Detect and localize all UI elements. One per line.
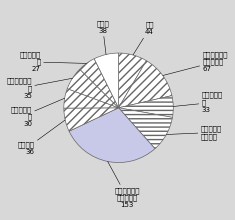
Text: 電気機械・器
具
35: 電気機械・器 具 35 xyxy=(7,78,72,99)
Wedge shape xyxy=(80,59,118,108)
Wedge shape xyxy=(69,108,155,163)
Text: 衣服・その他
の繊維製品
67: 衣服・その他 の繊維製品 67 xyxy=(163,51,228,75)
Text: 出版・印刷・
同関連産業
153: 出版・印刷・ 同関連産業 153 xyxy=(108,161,140,209)
Wedge shape xyxy=(118,96,173,117)
Wedge shape xyxy=(67,69,118,108)
Text: パルプ・紙
紙加工品: パルプ・紙 紙加工品 xyxy=(166,125,222,140)
Text: 精密機械器
具
27: 精密機械器 具 27 xyxy=(20,51,86,73)
Wedge shape xyxy=(118,61,172,108)
Text: その他
38: その他 38 xyxy=(96,20,109,55)
Text: 金属製品
36: 金属製品 36 xyxy=(18,120,65,155)
Wedge shape xyxy=(64,89,118,108)
Wedge shape xyxy=(118,108,172,149)
Text: 家具・装備
品
33: 家具・装備 品 33 xyxy=(173,92,223,113)
Wedge shape xyxy=(64,108,118,131)
Wedge shape xyxy=(118,53,146,108)
Text: 一般機械器
具
30: 一般機械器 具 30 xyxy=(11,98,65,127)
Text: 食料
44: 食料 44 xyxy=(133,22,154,55)
Wedge shape xyxy=(94,53,118,108)
